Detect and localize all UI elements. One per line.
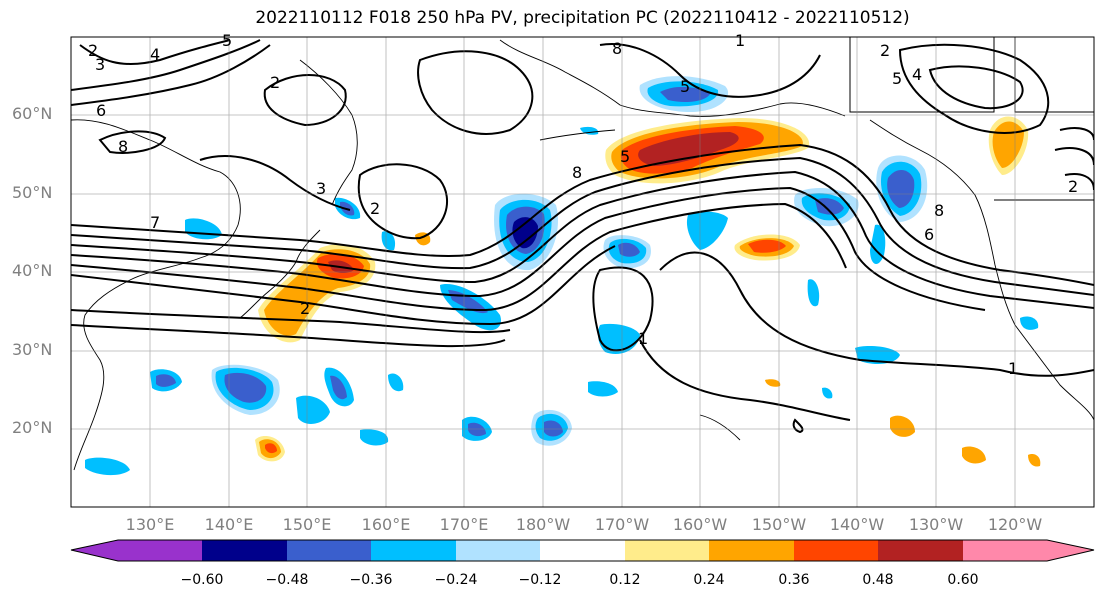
lon-label: 170°E [439,515,489,534]
contour-label: 5 [620,147,630,166]
coast-aleutians [539,129,616,141]
contour-label: 2 [880,41,890,60]
colorbar-segment [202,540,287,561]
map-frame [70,36,1095,508]
pv-contours [71,39,1094,434]
colorbar-segment [371,540,456,561]
lat-label: 30°N [12,340,53,359]
colorbar-tick: −0.36 [349,572,393,588]
lat-label: 20°N [12,418,53,437]
colorbar-tick: 0.36 [778,572,810,588]
coast-asia [71,119,241,471]
colorbar-tick: −0.12 [518,572,562,588]
colorbar-segment [709,540,794,561]
gridlines [71,37,1094,507]
lon-label: 160°E [361,515,411,534]
lon-label: 160°W [672,515,728,534]
colorbar-segment [287,540,371,561]
contour-label: 3 [95,55,105,74]
contour-label: 2 [300,299,310,318]
lon-label: 150°E [282,515,332,534]
colorbar-tick: 0.24 [693,572,725,588]
lon-label: 150°W [751,515,807,534]
contour-label: 1 [1008,359,1018,378]
lon-label: 130°W [908,515,964,534]
contour-label: 2 [88,41,98,60]
colorbar-tick: 0.60 [947,572,979,588]
contour-label: 1 [735,31,745,50]
contour-label: 6 [96,101,106,120]
contour-label: 7 [150,213,160,232]
colorbar-segment [963,540,1047,561]
contour-label: 8 [612,39,622,58]
colorbar-tick: 0.48 [862,572,894,588]
colorbar [70,539,1095,562]
contour-label: 5 [892,69,902,88]
colorbar-segment [118,540,202,561]
colorbar-segment [540,540,625,561]
lat-label: 50°N [12,183,53,202]
colorbar-extend-low [71,540,118,561]
lat-label: 60°N [12,104,53,123]
lon-label: 130°E [125,515,175,534]
contour-label: 1 [638,329,648,348]
contour-label: 2 [270,73,280,92]
contour-label: 4 [150,45,160,64]
contour-label: 2 [1068,177,1078,196]
contour-label: 5 [680,77,690,96]
colorbar-tick: 0.12 [609,572,641,588]
lon-label: 120°W [987,515,1043,534]
contour-label: 3 [316,179,326,198]
colorbar-segment [794,540,878,561]
colorbar-tick: −0.60 [180,572,224,588]
coast-hawaii [699,414,741,441]
coast-japan [239,229,321,319]
lon-label: 140°W [829,515,885,534]
colorbar-tick: −0.24 [434,572,478,588]
colorbar-segment [456,540,540,561]
contour-label: 8 [572,163,582,182]
contour-label: 2 [370,199,380,218]
colorbar-segment [878,540,963,561]
contour-label: 8 [934,201,944,220]
coast-alaska [499,39,846,117]
lon-label: 170°W [594,515,650,534]
contour-labels: 2 3 4 5 6 8 7 2 2 3 2 5 8 5 8 1 1 1 2 5 … [88,31,1078,378]
colorbar-tick: −0.48 [265,572,309,588]
contour-label: 4 [912,65,922,84]
map-title: 2022110112 F018 250 hPa PV, precipitatio… [255,8,910,28]
coast-kamchatka [299,59,358,206]
lat-label: 40°N [12,261,53,280]
contour-label: 5 [222,31,232,50]
lon-label: 140°E [204,515,254,534]
colorbar-segment [625,540,709,561]
coast-northamerica [869,119,1094,421]
contour-label: 6 [924,225,934,244]
colorbar-extend-high [1047,540,1094,561]
contour-label: 8 [118,137,128,156]
lon-label: 180°W [515,515,571,534]
